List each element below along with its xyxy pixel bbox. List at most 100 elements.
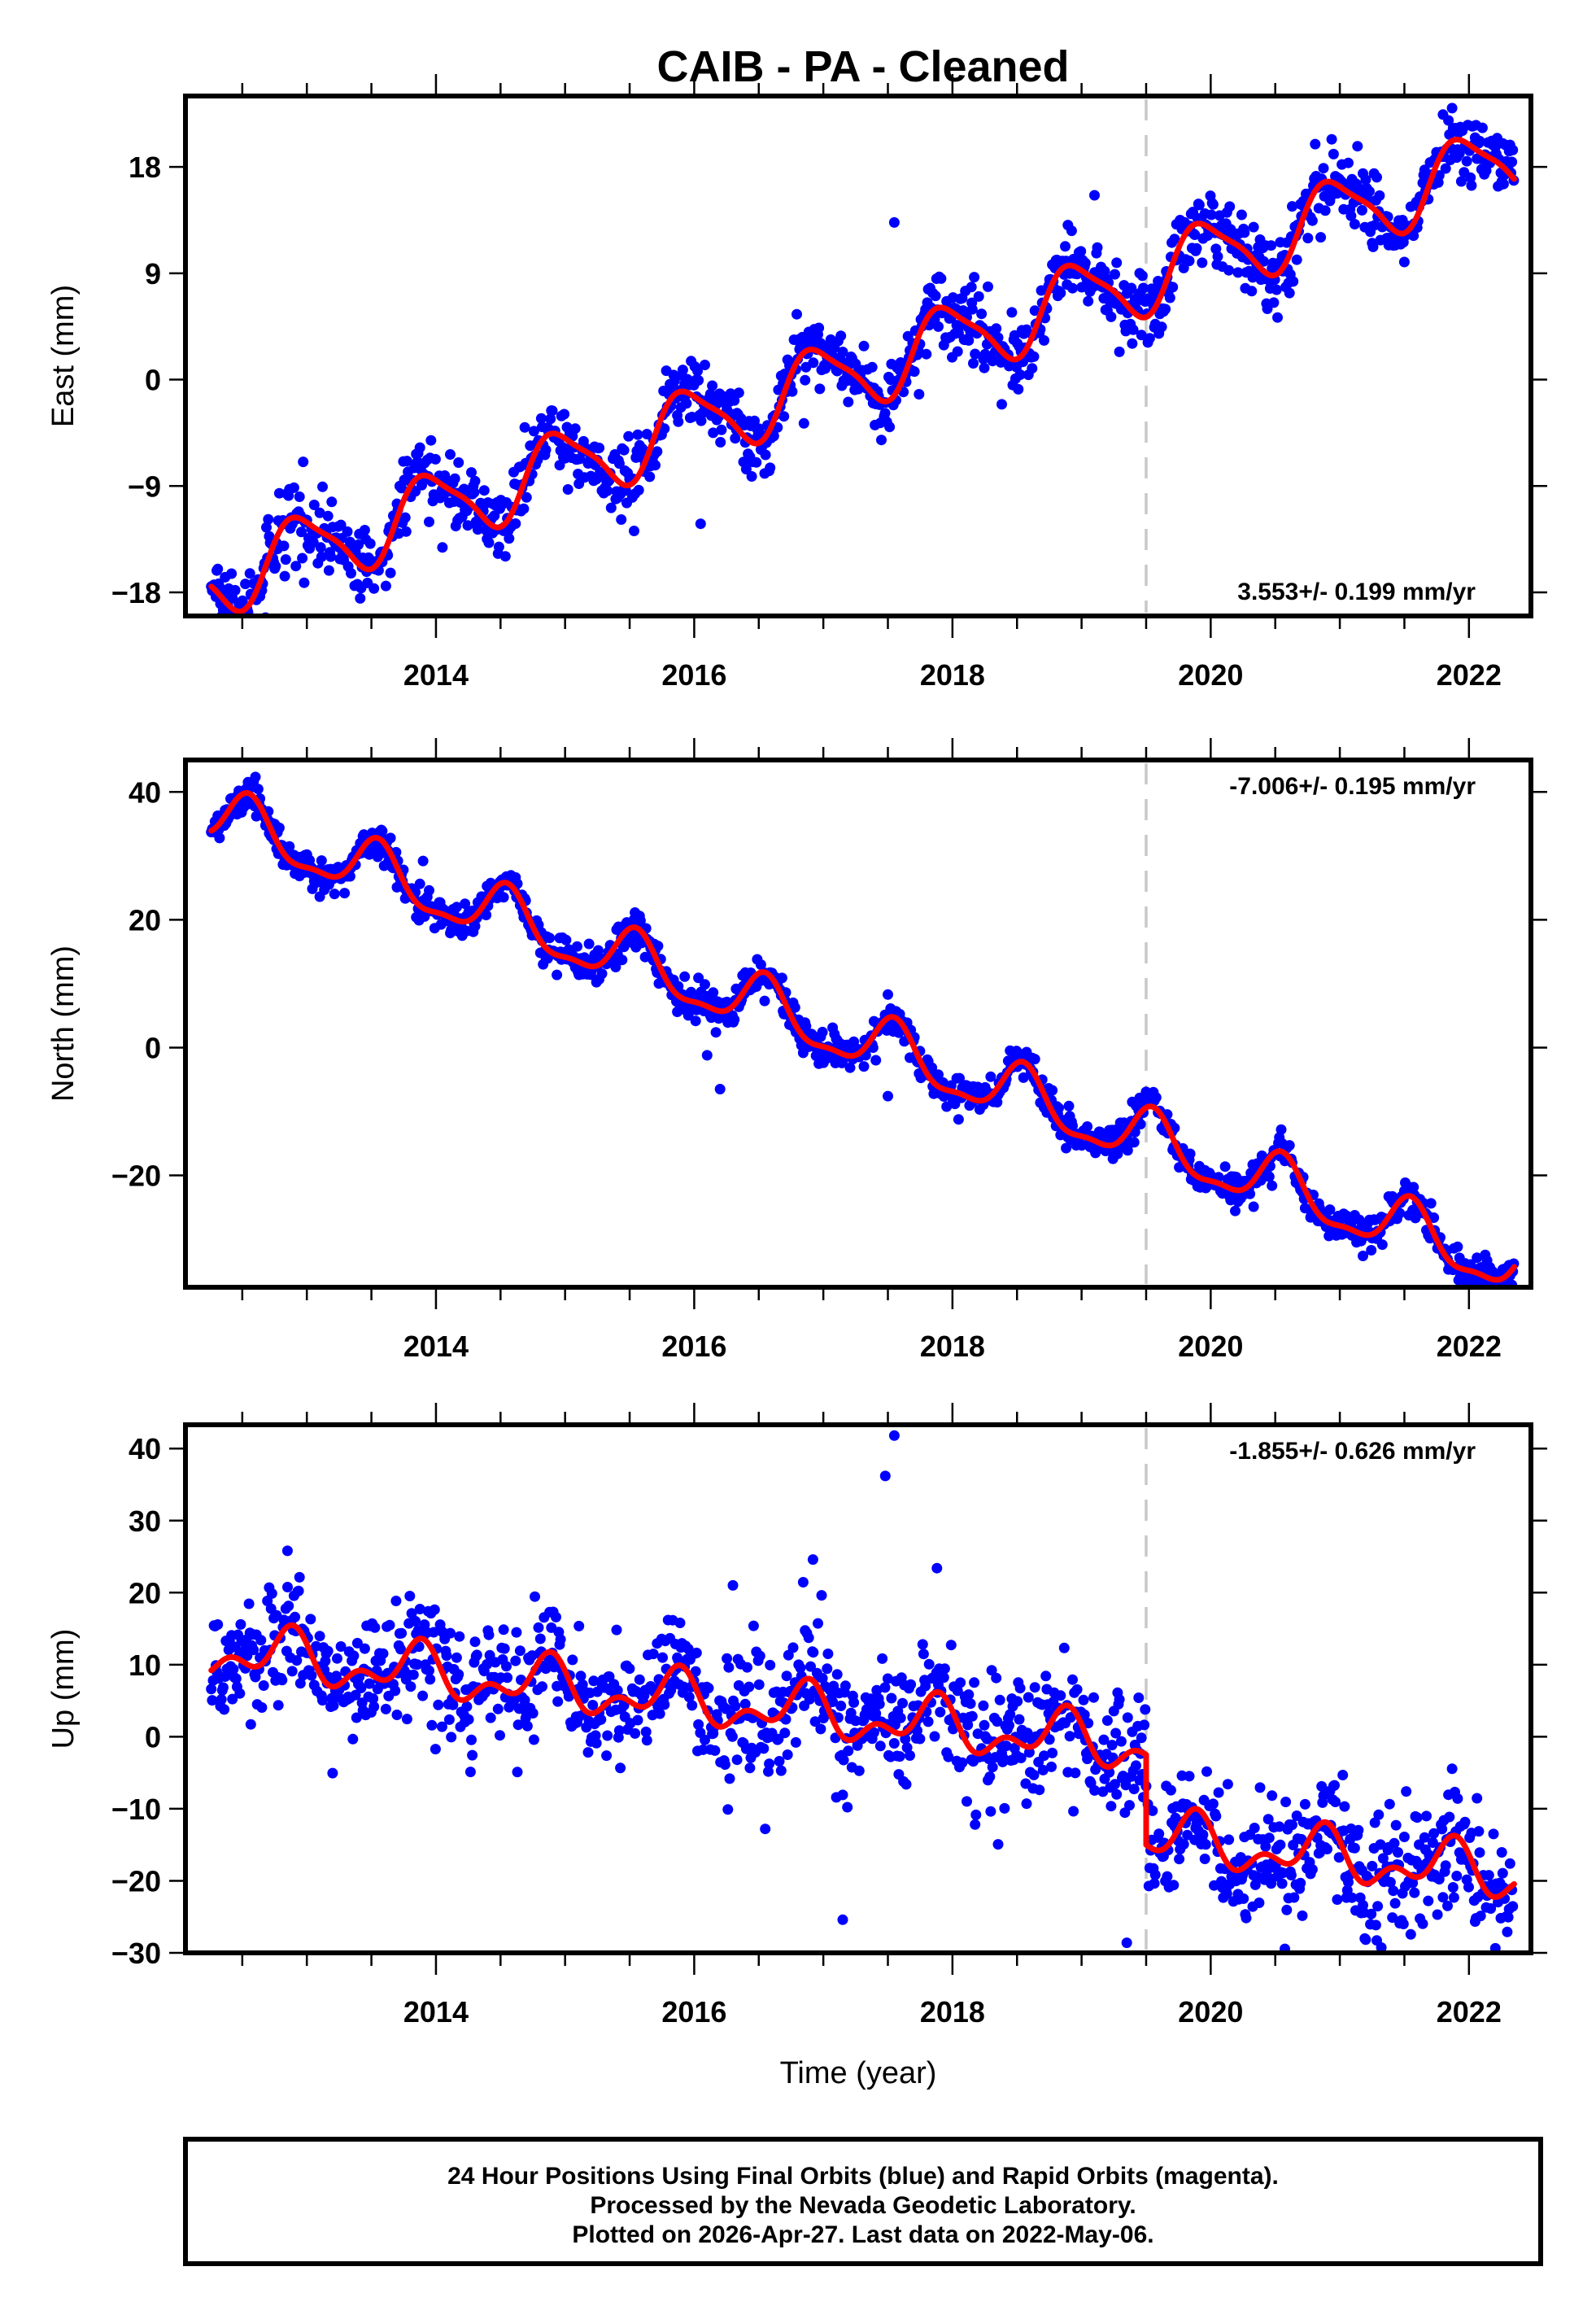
data-point <box>317 481 328 492</box>
data-point <box>613 1725 625 1736</box>
data-point <box>1101 1715 1113 1726</box>
y-tick-label: 40 <box>129 775 161 809</box>
data-point <box>973 290 984 302</box>
outlier-point <box>798 417 809 429</box>
data-point <box>1349 219 1360 229</box>
data-point <box>1021 1798 1032 1810</box>
data-point <box>1241 1912 1252 1924</box>
data-point <box>1502 1926 1513 1937</box>
data-point <box>708 427 719 439</box>
data-point <box>369 1622 381 1633</box>
data-point <box>866 361 878 373</box>
data-point <box>1423 1895 1434 1906</box>
data-point <box>528 1734 539 1745</box>
y-tick-label: −18 <box>111 576 161 609</box>
data-point <box>280 554 291 566</box>
data-point <box>1366 1245 1377 1256</box>
data-point <box>1005 1709 1016 1720</box>
data-point <box>1028 1769 1040 1780</box>
data-point <box>939 1663 950 1675</box>
data-point <box>299 577 310 588</box>
outlier-point <box>883 989 893 1000</box>
data-point <box>1193 199 1205 211</box>
data-point <box>813 322 825 334</box>
data-point <box>512 1767 523 1778</box>
x-axis-label: Time (year) <box>780 2056 937 2090</box>
data-point <box>1111 1788 1123 1800</box>
data-point <box>1254 1782 1266 1793</box>
data-point <box>445 449 456 460</box>
data-point <box>1070 1767 1081 1779</box>
data-point <box>1319 205 1331 216</box>
data-point <box>1169 234 1180 245</box>
data-point <box>1136 270 1148 282</box>
data-point <box>1083 1718 1094 1729</box>
data-point <box>1466 180 1477 191</box>
data-point <box>245 1719 256 1730</box>
data-point <box>1474 1847 1485 1858</box>
outlier-point <box>1121 1937 1132 1949</box>
y-tick-label: 20 <box>129 1576 161 1609</box>
data-point <box>501 1661 512 1672</box>
data-point <box>1168 1880 1180 1891</box>
data-point <box>630 1727 641 1739</box>
data-point <box>1082 1121 1093 1132</box>
data-point <box>1061 1142 1072 1154</box>
data-point <box>1114 346 1125 357</box>
data-point <box>1009 330 1020 341</box>
data-point <box>229 584 241 596</box>
data-point <box>1263 1832 1275 1844</box>
data-point <box>1411 1812 1423 1823</box>
outlier-point <box>883 1090 893 1102</box>
data-point <box>774 1756 785 1767</box>
data-point <box>483 537 495 548</box>
data-point <box>467 1749 478 1761</box>
data-point <box>1249 1823 1260 1833</box>
data-point <box>690 1015 701 1027</box>
y-tick-label: −9 <box>128 469 161 503</box>
data-point <box>545 413 556 425</box>
data-point <box>632 429 643 440</box>
data-point <box>1353 1824 1364 1836</box>
data-point <box>996 399 1007 410</box>
data-point <box>277 1675 288 1686</box>
data-point <box>669 375 680 387</box>
data-point <box>229 618 240 629</box>
fit-curve <box>208 137 1517 614</box>
data-point <box>952 346 963 357</box>
data-point <box>778 411 790 422</box>
data-point <box>469 475 481 487</box>
data-point <box>682 1010 694 1021</box>
data-point <box>1029 1682 1040 1693</box>
data-point <box>868 1727 879 1738</box>
data-point <box>759 995 770 1007</box>
data-point <box>1068 1806 1079 1817</box>
data-point <box>969 272 980 283</box>
data-point <box>390 1685 401 1697</box>
data-point <box>914 389 925 400</box>
data-point <box>1126 282 1137 294</box>
y-axis-label: East (mm) <box>46 285 81 427</box>
data-point <box>853 1765 865 1776</box>
data-point <box>963 1689 975 1701</box>
data-point <box>1472 1793 1483 1804</box>
data-point <box>837 347 848 357</box>
data-point <box>1474 135 1485 146</box>
data-point <box>1067 1120 1078 1131</box>
data-point <box>876 435 887 446</box>
data-point <box>519 1694 530 1705</box>
data-point <box>1027 363 1038 374</box>
data-point <box>1352 141 1363 152</box>
data-point <box>297 552 308 564</box>
data-point <box>808 357 819 369</box>
data-point <box>693 1719 704 1730</box>
data-point <box>1367 1860 1378 1871</box>
data-point <box>652 941 664 952</box>
data-point <box>1167 282 1179 293</box>
data-point <box>414 1604 425 1614</box>
data-point <box>518 503 530 514</box>
data-point <box>624 1663 635 1675</box>
data-point <box>897 1697 908 1709</box>
data-point <box>605 502 617 513</box>
data-point <box>1394 1208 1406 1219</box>
